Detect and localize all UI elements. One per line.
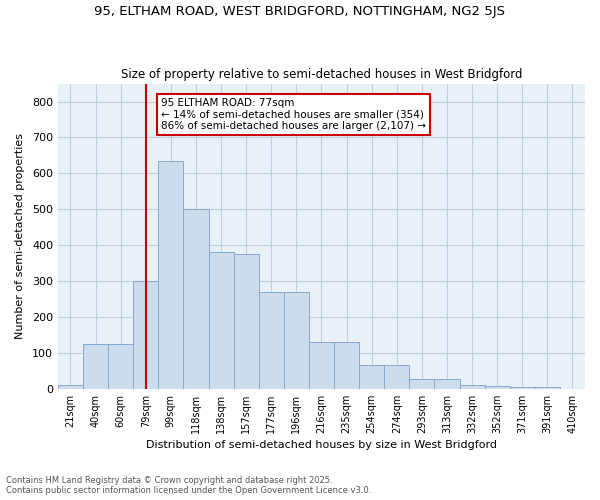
Bar [309,342,334,389]
Bar [133,281,158,389]
Title: Size of property relative to semi-detached houses in West Bridgford: Size of property relative to semi-detach… [121,68,522,81]
Bar [233,254,259,389]
X-axis label: Distribution of semi-detached houses by size in West Bridgford: Distribution of semi-detached houses by … [146,440,497,450]
Bar [535,388,560,389]
Bar [409,379,434,389]
Bar [359,366,384,389]
Bar [108,344,133,389]
Bar [58,385,83,389]
Text: Contains HM Land Registry data © Crown copyright and database right 2025.
Contai: Contains HM Land Registry data © Crown c… [6,476,371,495]
Bar [209,252,233,389]
Bar [334,342,359,389]
Bar [158,161,184,389]
Bar [259,292,284,389]
Bar [434,379,460,389]
Bar [284,292,309,389]
Y-axis label: Number of semi-detached properties: Number of semi-detached properties [15,133,25,339]
Bar [510,388,535,389]
Text: 95 ELTHAM ROAD: 77sqm
← 14% of semi-detached houses are smaller (354)
86% of sem: 95 ELTHAM ROAD: 77sqm ← 14% of semi-deta… [161,98,426,131]
Bar [460,384,485,389]
Bar [485,386,510,389]
Bar [83,344,108,389]
Text: 95, ELTHAM ROAD, WEST BRIDGFORD, NOTTINGHAM, NG2 5JS: 95, ELTHAM ROAD, WEST BRIDGFORD, NOTTING… [95,5,505,18]
Bar [184,210,209,389]
Bar [384,366,409,389]
